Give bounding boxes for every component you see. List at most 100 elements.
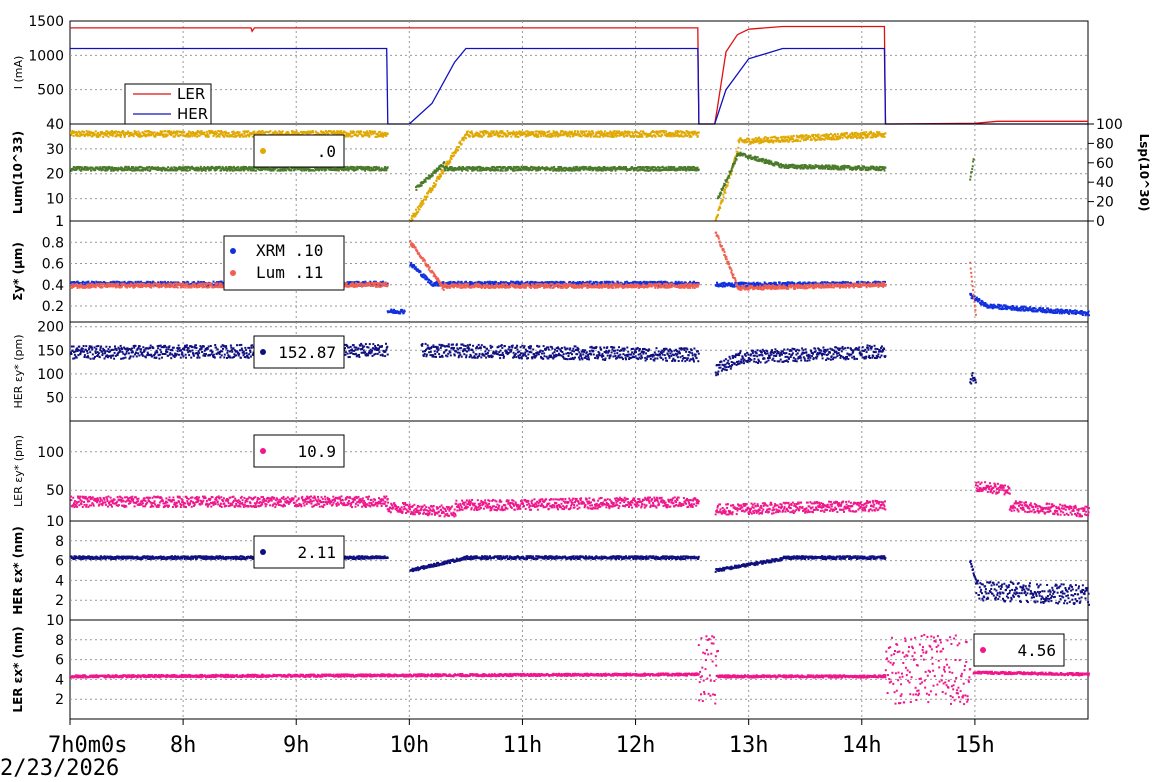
data-point bbox=[441, 165, 444, 167]
data-point bbox=[655, 132, 658, 135]
data-point bbox=[573, 169, 576, 172]
data-point bbox=[606, 166, 609, 169]
series-points bbox=[737, 151, 785, 169]
data-point bbox=[335, 167, 338, 170]
data-point bbox=[540, 130, 543, 133]
y-tick-label: 1 bbox=[55, 214, 64, 230]
data-point bbox=[381, 280, 384, 283]
data-point bbox=[528, 131, 531, 134]
data-point bbox=[460, 280, 463, 283]
data-point bbox=[373, 166, 376, 169]
data-point bbox=[283, 167, 285, 170]
data-point bbox=[434, 183, 437, 186]
data-point bbox=[832, 168, 835, 171]
data-point bbox=[493, 169, 496, 172]
data-point bbox=[178, 134, 180, 137]
data-point bbox=[501, 130, 504, 133]
data-point bbox=[464, 167, 467, 170]
y-tick-label: 500 bbox=[37, 83, 64, 99]
data-point bbox=[486, 131, 489, 134]
data-point bbox=[721, 188, 724, 191]
series-points bbox=[717, 153, 740, 200]
data-point bbox=[808, 164, 811, 167]
data-point bbox=[227, 132, 230, 134]
data-point bbox=[420, 202, 423, 204]
data-point bbox=[115, 134, 118, 137]
data-point bbox=[577, 168, 580, 171]
data-point bbox=[99, 131, 102, 134]
data-point bbox=[477, 135, 480, 138]
data-point bbox=[737, 139, 740, 142]
data-point bbox=[374, 168, 377, 171]
data-point bbox=[248, 166, 251, 169]
data-point bbox=[449, 161, 452, 164]
data-point bbox=[570, 130, 573, 133]
data-point bbox=[154, 135, 157, 138]
data-point bbox=[114, 168, 117, 171]
data-point bbox=[678, 131, 681, 133]
data-point bbox=[457, 168, 460, 171]
data-point bbox=[776, 163, 779, 166]
data-point bbox=[194, 135, 197, 138]
data-point bbox=[543, 130, 545, 133]
data-point bbox=[430, 187, 433, 190]
data-point bbox=[596, 135, 599, 138]
data-point bbox=[453, 154, 456, 157]
data-point bbox=[475, 134, 478, 137]
data-point bbox=[798, 166, 801, 169]
data-point bbox=[523, 167, 526, 170]
data-point bbox=[592, 132, 595, 135]
data-point bbox=[518, 130, 521, 133]
data-point bbox=[232, 166, 235, 169]
data-point bbox=[173, 135, 176, 138]
data-point bbox=[111, 134, 114, 137]
data-point bbox=[516, 165, 519, 168]
data-point bbox=[697, 168, 700, 171]
data-point bbox=[741, 154, 744, 157]
data-point bbox=[545, 166, 548, 169]
data-point bbox=[139, 165, 142, 168]
data-point bbox=[849, 168, 851, 171]
data-point bbox=[724, 183, 727, 186]
data-point bbox=[804, 137, 807, 140]
data-point bbox=[850, 135, 853, 138]
data-point bbox=[755, 140, 758, 143]
y-tick-label: 1500 bbox=[28, 14, 64, 30]
data-point bbox=[544, 131, 547, 134]
data-point bbox=[341, 133, 344, 135]
data-point bbox=[320, 130, 323, 133]
data-point bbox=[718, 205, 721, 208]
data-point bbox=[258, 130, 261, 133]
data-point bbox=[756, 139, 759, 142]
data-point bbox=[676, 130, 679, 132]
data-point bbox=[188, 169, 191, 172]
data-point bbox=[653, 166, 656, 169]
data-point bbox=[375, 165, 378, 168]
data-point bbox=[448, 167, 451, 170]
data-point bbox=[532, 132, 535, 135]
data-point bbox=[342, 169, 345, 172]
data-point bbox=[686, 134, 688, 137]
data-point bbox=[209, 132, 211, 135]
y-tick-label: 10 bbox=[46, 192, 64, 208]
data-point bbox=[621, 131, 624, 134]
data-point bbox=[105, 130, 108, 133]
data-point bbox=[520, 280, 523, 283]
data-point bbox=[376, 168, 379, 171]
data-point bbox=[613, 132, 616, 135]
data-point bbox=[431, 187, 434, 190]
data-point bbox=[563, 131, 566, 134]
data-point bbox=[806, 166, 809, 169]
data-point bbox=[582, 165, 585, 168]
data-point bbox=[559, 168, 562, 171]
data-point bbox=[462, 137, 465, 140]
series-points bbox=[70, 165, 389, 172]
data-point bbox=[782, 135, 785, 138]
data-point bbox=[768, 162, 771, 165]
data-point bbox=[313, 169, 316, 172]
data-point bbox=[427, 281, 430, 284]
data-point bbox=[225, 166, 228, 169]
data-point bbox=[232, 165, 235, 168]
data-point bbox=[863, 131, 865, 134]
data-point bbox=[205, 130, 208, 133]
